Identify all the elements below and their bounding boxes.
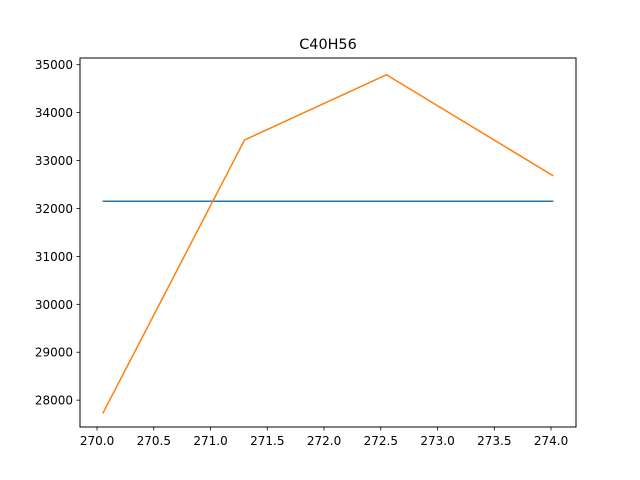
series-layer	[102, 74, 554, 414]
x-tick-label: 271.5	[250, 434, 284, 448]
y-tick-label: 28000	[35, 394, 73, 408]
series-line-2	[102, 74, 554, 414]
y-tick-label: 30000	[35, 298, 73, 312]
x-tick-label: 272.0	[307, 434, 341, 448]
y-tick-label: 34000	[35, 106, 73, 120]
x-tick-label: 273.0	[420, 434, 454, 448]
x-tick-label: 274.0	[534, 434, 568, 448]
y-tick-label: 31000	[35, 250, 73, 264]
x-tick-label: 271.0	[193, 434, 227, 448]
y-tick-label: 33000	[35, 154, 73, 168]
y-tick-label: 35000	[35, 58, 73, 72]
x-tick-label: 270.0	[80, 434, 114, 448]
plot-frame	[79, 57, 577, 428]
y-tick-label: 32000	[35, 202, 73, 216]
x-tick-label: 273.5	[477, 434, 511, 448]
y-tick-label: 29000	[35, 346, 73, 360]
x-tick-label: 272.5	[364, 434, 398, 448]
chart-title: C40H56	[299, 37, 357, 53]
x-axis: 270.0 270.5 271.0 271.5 272.0 272.5 273.0 273.5…	[80, 427, 568, 448]
y-axis: 28000 29000 30000 31000 32000 33000 34000 35000	[35, 58, 80, 408]
x-tick-label: 270.5	[137, 434, 171, 448]
